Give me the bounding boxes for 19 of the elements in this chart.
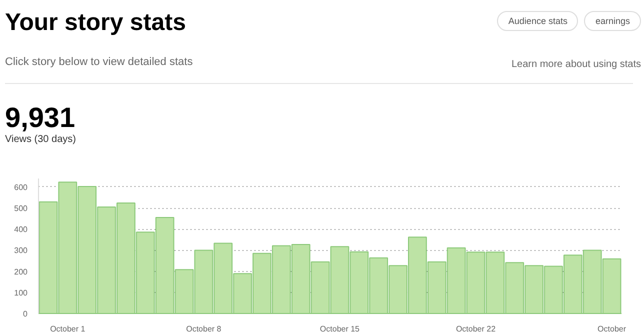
text: 9,931 bbox=[5, 102, 76, 133]
y-tick-label: 500 bbox=[14, 204, 28, 214]
y-tick-label: 300 bbox=[14, 246, 28, 256]
x-tick-label: October 8 bbox=[186, 324, 222, 334]
text: Learn more about using stats bbox=[511, 58, 641, 72]
y-tick-label: 400 bbox=[14, 225, 28, 234]
chart-subtitle: Click story below to view detailed stats bbox=[5, 55, 193, 70]
y-tick-label: 100 bbox=[14, 288, 28, 298]
x-tick-label: October 15 bbox=[320, 324, 360, 334]
x-tick-label: October 1 bbox=[50, 324, 86, 334]
y-tick-label: 0 bbox=[23, 310, 28, 318]
text: earnings bbox=[584, 11, 641, 31]
x-tick-label: October bbox=[598, 324, 626, 334]
text: Views (30 days) bbox=[5, 133, 76, 147]
chart-title: Your story stats bbox=[5, 8, 186, 38]
y-tick-label: 600 bbox=[14, 182, 28, 192]
x-tick-label: October 22 bbox=[456, 324, 496, 334]
y-tick-label: 200 bbox=[14, 267, 28, 276]
text: Audience stats bbox=[497, 11, 578, 31]
